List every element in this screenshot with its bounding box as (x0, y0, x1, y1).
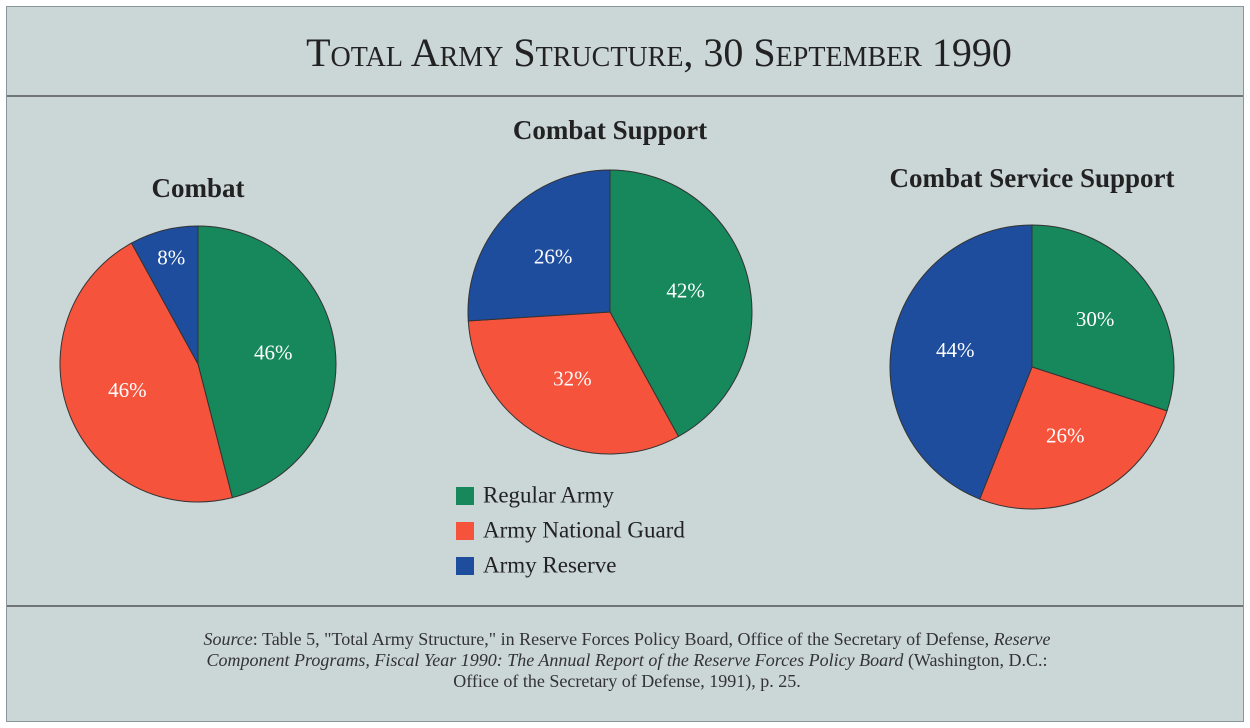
legend-label: Army Reserve (483, 552, 617, 577)
slice-label: 8% (157, 246, 185, 270)
source-note: Source: Table 5, "Total Army Structure,"… (197, 629, 1057, 692)
pie-slice (979, 366, 1168, 510)
source-text: Reserve Component Programs, Fiscal Year … (206, 629, 1051, 670)
source-text: (Washington, D.C.: Office of the Secreta… (453, 650, 1048, 691)
pie-title: Combat Service Support (890, 163, 1175, 193)
slice-label: 42% (666, 278, 705, 302)
pie-slice (1031, 224, 1175, 412)
slice-label: 44% (936, 338, 975, 362)
pie-slice (59, 242, 233, 503)
slice-label: 46% (108, 378, 147, 402)
slice-label: 30% (1076, 307, 1115, 331)
pie-slice (197, 225, 337, 499)
pie-title: Combat Support (513, 115, 707, 145)
legend-swatch (456, 487, 474, 505)
chart: Total Army Structure, 30 September 1990 … (7, 30, 1243, 607)
page-title: Total Army Structure, 30 September 1990 (306, 30, 1012, 75)
pie-slice (467, 311, 680, 455)
legend-label: Regular Army (483, 482, 614, 507)
legend-swatch (456, 557, 474, 575)
slice-label: 46% (254, 340, 293, 364)
slice-label: 26% (1046, 423, 1085, 447)
source-text: : Table 5, "Total Army Structure," in Re… (252, 629, 994, 649)
pie-title: Combat (152, 173, 245, 203)
source-text: Source (203, 629, 253, 649)
frame: Total Army Structure, 30 September 1990 … (6, 6, 1244, 722)
slice-label: 32% (553, 366, 592, 390)
legend-swatch (456, 522, 474, 540)
pie-slice (889, 224, 1033, 500)
slice-label: 26% (534, 244, 573, 268)
legend-label: Army National Guard (483, 517, 685, 542)
pie-slice (609, 169, 753, 438)
pie-slice (467, 169, 611, 322)
pie-slice (130, 225, 199, 365)
